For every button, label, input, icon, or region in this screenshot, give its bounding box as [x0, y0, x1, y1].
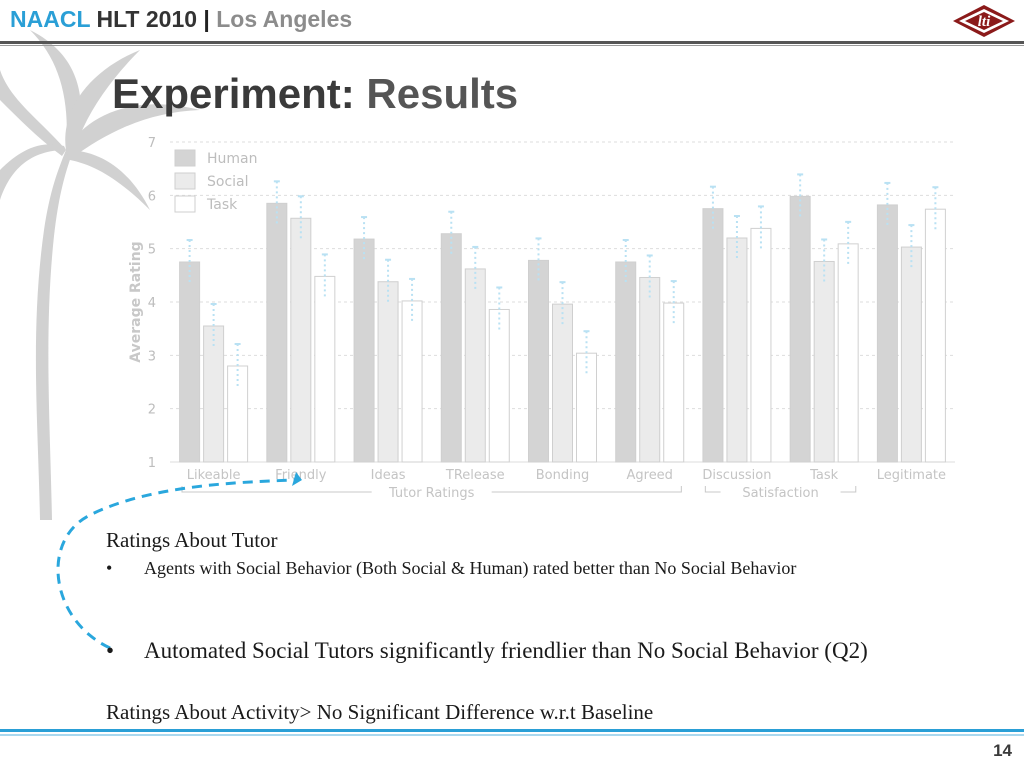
x-tick-label: Bonding	[536, 468, 589, 483]
y-axis-label: Average Rating	[128, 241, 144, 362]
bar-chart: 1 2 3 4 5 6 7 Average Rating Likeable Friendly Ide…	[128, 136, 955, 501]
y-tick-label: 1	[148, 456, 156, 471]
bar	[314, 275, 336, 463]
lti-logo: lti	[953, 5, 1015, 37]
legend-label: Task	[206, 197, 238, 213]
bullet-text: Automated Social Tutors significantly fr…	[144, 638, 868, 663]
bullet-dot: •	[106, 638, 115, 663]
legend-label: Social	[207, 174, 249, 190]
bar	[789, 195, 811, 463]
x-tick-label: Agreed	[626, 468, 672, 483]
y-tick-label: 5	[148, 243, 156, 258]
conference-location: Los Angeles	[216, 6, 353, 32]
footer-rule-light	[0, 734, 1024, 736]
page-number: 14	[993, 741, 1012, 760]
heading-activity: Ratings About Activity> No Significant D…	[106, 700, 654, 724]
x-tick-label: Discussion	[702, 468, 771, 483]
title-bold: Experiment:	[112, 70, 355, 117]
dashed-arrow	[56, 472, 302, 650]
group-label: Tutor Ratings	[388, 486, 475, 501]
y-tick-label: 7	[148, 136, 156, 151]
bar	[401, 300, 423, 463]
legend-swatch	[174, 195, 196, 213]
footer-rule	[0, 729, 1024, 732]
x-tick-label: Likeable	[187, 468, 241, 483]
bar	[464, 268, 486, 463]
x-tick-label: Friendly	[275, 468, 327, 483]
legend-swatch	[174, 149, 196, 167]
bar	[726, 237, 748, 463]
bar	[639, 276, 661, 463]
bar	[837, 243, 859, 463]
header-rule-thin	[0, 45, 1024, 46]
y-tick-label: 4	[148, 296, 156, 311]
legend-swatch	[174, 172, 196, 190]
x-tick-label: Legitimate	[877, 468, 946, 483]
bar	[750, 227, 772, 463]
palm-tree-background	[0, 30, 200, 520]
bar	[179, 261, 201, 463]
bar	[576, 352, 597, 463]
bar	[876, 204, 898, 463]
conference-name: HLT 2010	[96, 6, 198, 32]
bar	[663, 302, 685, 463]
bar	[615, 261, 637, 463]
group-label-bg	[720, 484, 841, 498]
bar	[377, 281, 399, 463]
banner-separator: |	[203, 6, 210, 32]
bar	[528, 259, 549, 463]
y-tick-label: 2	[148, 403, 156, 418]
bar	[900, 246, 922, 463]
group-label: Satisfaction	[742, 486, 818, 501]
bar	[266, 202, 288, 463]
bar	[552, 303, 573, 463]
bar	[813, 260, 835, 463]
heading-tutor: Ratings About Tutor	[106, 528, 278, 552]
conference-acronym: NAACL	[10, 6, 91, 32]
bar	[353, 238, 375, 463]
svg-text:lti: lti	[978, 14, 991, 30]
header-rule	[0, 41, 1024, 44]
legend-label: Human	[207, 151, 258, 167]
conference-banner: NAACL HLT 2010 | Los Angeles	[10, 6, 352, 33]
group-label-bg	[371, 484, 492, 498]
x-tick-label: Ideas	[371, 468, 406, 483]
y-tick-label: 3	[148, 349, 156, 364]
slide-title: Experiment: Results	[112, 70, 518, 118]
bar	[440, 233, 462, 463]
bullet-text: Agents with Social Behavior (Both Social…	[144, 558, 797, 578]
bar	[702, 208, 724, 463]
bar	[203, 325, 225, 463]
x-tick-label: Task	[809, 468, 839, 483]
slide-header: NAACL HLT 2010 | Los Angeles lti	[0, 0, 1024, 46]
bar	[290, 217, 312, 463]
title-regular: Results	[366, 70, 519, 117]
bar	[924, 208, 946, 463]
bar	[488, 308, 510, 463]
x-tick-label: TRelease	[445, 468, 505, 483]
bullet-dot: •	[106, 558, 113, 578]
y-tick-label: 6	[148, 189, 156, 204]
